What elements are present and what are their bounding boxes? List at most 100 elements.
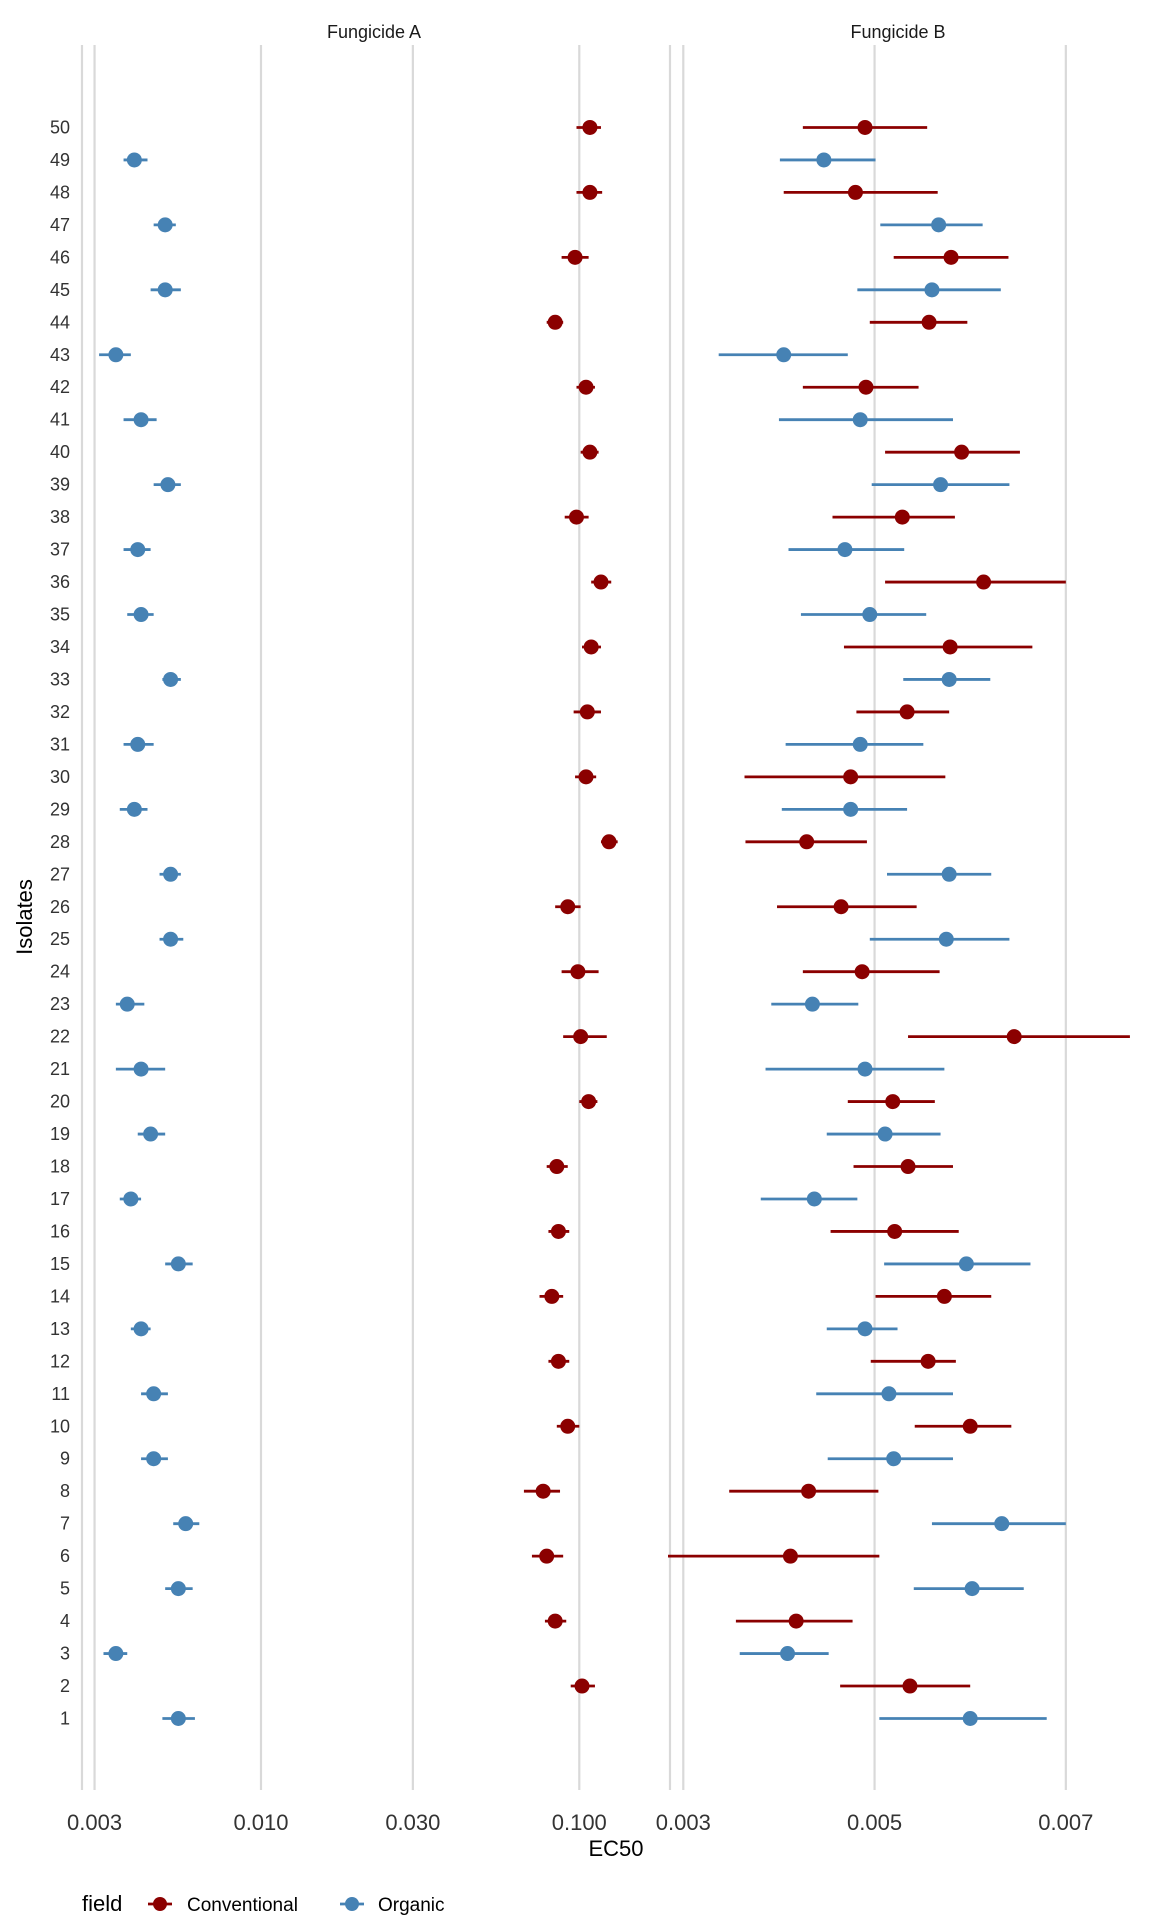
point-conventional-28 [601,834,617,850]
point-conventional-36 [976,574,992,590]
point-conventional-14 [544,1288,560,1304]
point-conventional-26 [833,899,849,915]
point-organic-13 [133,1321,149,1337]
point-conventional-34 [583,639,599,655]
point-organic-23 [119,996,135,1012]
x-tick-label: 0.003 [656,1810,711,1835]
point-organic-9 [146,1451,162,1467]
point-conventional-28 [799,834,815,850]
point-organic-23 [804,996,820,1012]
x-tick-label: 0.007 [1038,1810,1093,1835]
y-tick-label-7: 7 [60,1514,70,1534]
point-organic-37 [130,542,146,558]
y-tick-label-23: 23 [50,994,70,1014]
point-conventional-10 [560,1418,576,1434]
y-tick-label-31: 31 [50,734,70,754]
y-tick-label-43: 43 [50,345,70,365]
x-tick-label: 0.003 [67,1810,122,1835]
y-tick-label-19: 19 [50,1124,70,1144]
panel-title: Fungicide A [327,22,421,42]
point-conventional-10 [962,1418,978,1434]
point-conventional-42 [578,379,594,395]
grid-lines [80,45,581,1790]
point-organic-31 [852,736,868,752]
point-organic-47 [931,217,947,233]
point-organic-35 [862,607,878,623]
point-conventional-46 [567,249,583,265]
point-conventional-8 [801,1483,817,1499]
point-conventional-2 [574,1678,590,1694]
point-conventional-40 [954,444,970,460]
point-conventional-50 [857,119,873,135]
y-tick-label-48: 48 [50,182,70,202]
point-organic-37 [837,542,853,558]
y-tick-label-49: 49 [50,150,70,170]
point-organic-35 [133,607,149,623]
grid-lines [668,45,1067,1790]
y-tick-label-21: 21 [50,1059,70,1079]
point-organic-5 [170,1581,186,1597]
point-organic-39 [933,477,949,493]
point-organic-9 [886,1451,902,1467]
y-tick-label-47: 47 [50,215,70,235]
point-conventional-48 [582,184,598,200]
point-conventional-2 [902,1678,918,1694]
point-conventional-34 [942,639,958,655]
point-conventional-12 [920,1353,936,1369]
point-organic-7 [178,1516,194,1532]
legend: field Conventional Organic [82,1891,445,1916]
point-organic-45 [157,282,173,298]
y-tick-label-6: 6 [60,1546,70,1566]
y-tick-label-22: 22 [50,1027,70,1047]
point-conventional-18 [549,1159,565,1175]
point-conventional-18 [900,1159,916,1175]
point-organic-41 [133,412,149,428]
point-organic-17 [806,1191,822,1207]
series-organic [718,152,1066,1726]
point-conventional-8 [535,1483,551,1499]
series-conventional [668,119,1130,1694]
y-tick-label-28: 28 [50,832,70,852]
legend-label-organic: Organic [378,1895,445,1916]
y-tick-label-14: 14 [50,1286,70,1306]
point-conventional-30 [578,769,594,785]
y-tick-label-27: 27 [50,864,70,884]
y-tick-label-32: 32 [50,702,70,722]
point-organic-3 [780,1646,796,1662]
point-conventional-44 [921,314,937,330]
y-tick-label-4: 4 [60,1611,70,1631]
series-conventional [523,119,618,1694]
point-organic-43 [108,347,124,363]
y-axis: 1234567891011121314151617181920212223242… [50,117,70,1728]
y-tick-label-39: 39 [50,475,70,495]
y-tick-label-18: 18 [50,1157,70,1177]
point-conventional-14 [936,1288,952,1304]
point-organic-25 [163,931,179,947]
point-conventional-44 [547,314,563,330]
point-organic-15 [170,1256,186,1272]
point-organic-39 [160,477,176,493]
point-conventional-46 [943,249,959,265]
point-organic-33 [163,671,179,687]
point-conventional-16 [550,1223,566,1239]
point-conventional-38 [894,509,910,525]
y-tick-label-50: 50 [50,117,70,137]
y-tick-label-15: 15 [50,1254,70,1274]
point-conventional-12 [550,1353,566,1369]
point-conventional-38 [568,509,584,525]
point-conventional-4 [788,1613,804,1629]
point-conventional-20 [885,1094,901,1110]
point-conventional-30 [843,769,859,785]
point-conventional-32 [579,704,595,720]
point-organic-19 [143,1126,159,1142]
point-organic-21 [133,1061,149,1077]
point-organic-21 [857,1061,873,1077]
point-organic-43 [776,347,792,363]
y-tick-label-12: 12 [50,1351,70,1371]
panel-title: Fungicide B [850,22,945,42]
panels-layer: Fungicide A0.003 0.010 0.030 0.100Fungicide… [67,22,1130,1835]
point-organic-13 [857,1321,873,1337]
point-organic-25 [938,931,954,947]
y-tick-label-46: 46 [50,247,70,267]
